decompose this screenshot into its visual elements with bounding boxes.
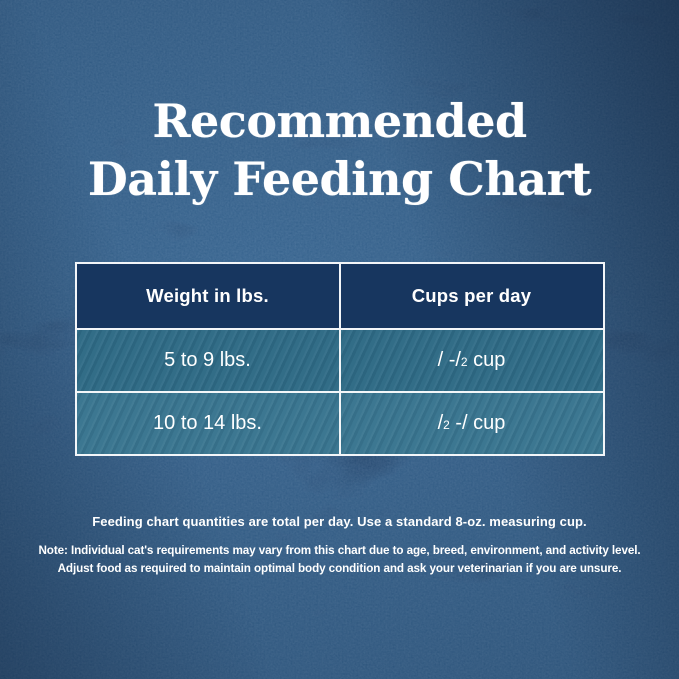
page-title-line1: Recommended (152, 94, 527, 148)
cups-value-part: -/ cup (449, 412, 506, 434)
column-header-weight: Weight in lbs. (74, 262, 341, 330)
column-header-cups: Cups per day (338, 262, 605, 330)
page-title: Recommended Daily Feeding Chart (87, 92, 592, 208)
cups-cell: /2 -/ cup (338, 391, 605, 456)
disclaimer-line1: Note: Individual cat's requirements may … (38, 544, 641, 557)
cups-cell: / -/2 cup (338, 328, 605, 393)
table-header-row: Weight in lbs. Cups per day (74, 262, 605, 330)
fraction-denominator: 2 (460, 355, 468, 369)
weight-cell: 5 to 9 lbs. (74, 328, 341, 393)
fraction-denominator: 2 (443, 418, 450, 432)
table-row: 10 to 14 lbs. /2 -/ cup (74, 391, 605, 456)
disclaimer-line2: Adjust food as required to maintain opti… (57, 562, 622, 575)
cups-value-part: cup (467, 349, 506, 371)
cups-value-part: / (437, 412, 444, 434)
cups-value-part: / -/ (437, 349, 461, 371)
feeding-table: Weight in lbs. Cups per day 5 to 9 lbs. … (74, 262, 605, 456)
page-title-line2: Daily Feeding Chart (87, 152, 592, 206)
weight-cell: 10 to 14 lbs. (74, 391, 341, 456)
measuring-cup-note: Feeding chart quantities are total per d… (92, 514, 587, 529)
disclaimer-note: Note: Individual cat's requirements may … (38, 542, 640, 578)
table-row: 5 to 9 lbs. / -/2 cup (74, 328, 605, 393)
